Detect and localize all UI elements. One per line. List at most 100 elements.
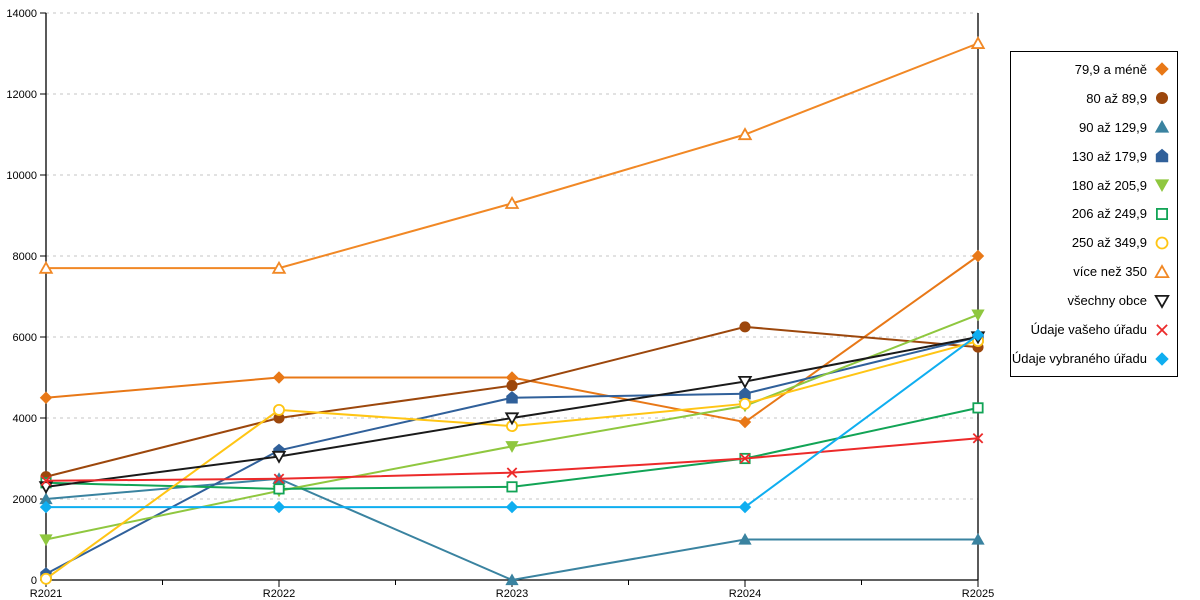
y-axis-label: 12000 bbox=[6, 89, 37, 101]
legend-marker-icon bbox=[1155, 92, 1169, 105]
legend-label: více než 350 bbox=[1073, 264, 1147, 280]
data-point-marker bbox=[738, 415, 752, 429]
data-point-marker bbox=[1154, 120, 1170, 133]
legend-marker-icon bbox=[1155, 148, 1169, 163]
data-point-marker bbox=[971, 309, 985, 322]
x-axis-label: R2023 bbox=[496, 588, 528, 600]
legend-item: 180 až 205,9 bbox=[1015, 171, 1171, 199]
legend-label: Údaje vašeho úřadu bbox=[1030, 322, 1147, 338]
data-point-marker bbox=[505, 500, 519, 514]
data-point-marker bbox=[273, 483, 285, 495]
legend-item: 130 až 179,9 bbox=[1015, 142, 1171, 170]
data-point-marker bbox=[273, 473, 285, 485]
y-axis-label: 0 bbox=[31, 575, 37, 587]
data-point-marker bbox=[1156, 323, 1168, 336]
legend-label: 79,9 a méně bbox=[1074, 61, 1147, 77]
data-point-marker bbox=[1155, 351, 1169, 366]
data-point-marker bbox=[739, 386, 751, 400]
legend-item: Údaje vybraného úřadu bbox=[1011, 345, 1171, 373]
data-point-marker bbox=[40, 572, 52, 585]
data-point-marker bbox=[739, 397, 751, 410]
data-point-marker bbox=[970, 36, 986, 49]
y-axis-label: 2000 bbox=[13, 494, 37, 506]
legend-marker-icon bbox=[1155, 62, 1169, 77]
data-point-marker bbox=[505, 441, 519, 453]
chart-legend: 79,9 a méně 80 až 89,9 90 až 129,9 130 až 1… bbox=[1010, 51, 1178, 377]
data-point-marker bbox=[272, 371, 286, 384]
legend-label: 80 až 89,9 bbox=[1086, 90, 1147, 106]
data-point-marker bbox=[40, 475, 52, 487]
data-point-marker bbox=[1154, 263, 1170, 278]
y-axis-label: 10000 bbox=[6, 170, 37, 182]
x-axis-label: R2022 bbox=[263, 588, 295, 600]
data-point-marker bbox=[504, 196, 520, 209]
series-line bbox=[46, 42, 979, 270]
data-point-marker bbox=[39, 500, 53, 514]
data-point-marker bbox=[1154, 294, 1170, 309]
data-point-marker bbox=[972, 402, 984, 414]
data-point-marker bbox=[39, 534, 53, 547]
y-axis-label: 14000 bbox=[6, 8, 37, 20]
x-axis-label: R2021 bbox=[30, 588, 62, 600]
data-point-marker bbox=[506, 391, 518, 404]
data-point-marker bbox=[738, 532, 752, 545]
data-point-marker bbox=[1155, 92, 1169, 105]
legend-marker-icon bbox=[1154, 263, 1170, 278]
legend-label: 206 až 249,9 bbox=[1071, 206, 1147, 222]
legend-marker-icon bbox=[1156, 323, 1168, 336]
data-point-marker bbox=[506, 467, 518, 478]
series-line bbox=[45, 477, 978, 582]
legend-label: 250 až 349,9 bbox=[1071, 235, 1147, 251]
legend-item: Údaje vašeho úřadu bbox=[1015, 316, 1171, 344]
data-point-marker bbox=[1155, 62, 1169, 77]
legend-label: všechny obce bbox=[1067, 293, 1148, 309]
data-point-marker bbox=[1154, 179, 1170, 193]
data-point-marker bbox=[738, 500, 752, 514]
legend-label: Údaje vybraného úřadu bbox=[1011, 351, 1147, 367]
data-point-marker bbox=[971, 328, 985, 342]
data-point-marker bbox=[971, 532, 985, 545]
data-point-marker bbox=[972, 432, 984, 444]
legend-marker-icon bbox=[1154, 120, 1170, 133]
data-point-marker bbox=[271, 260, 287, 274]
data-point-marker bbox=[739, 453, 751, 464]
legend-item: 206 až 249,9 bbox=[1015, 200, 1171, 228]
data-point-marker bbox=[504, 412, 520, 426]
data-point-marker bbox=[737, 375, 753, 389]
legend-item: 79,9 a méně bbox=[1015, 55, 1171, 83]
data-point-marker bbox=[739, 321, 751, 333]
legend-item: 250 až 349,9 bbox=[1015, 229, 1171, 257]
legend-label: 90 až 129,9 bbox=[1079, 119, 1147, 135]
legend-marker-icon bbox=[1154, 179, 1170, 193]
x-axis-label: R2025 bbox=[962, 588, 994, 600]
y-axis-label: 8000 bbox=[13, 251, 37, 263]
data-point-marker bbox=[272, 500, 286, 514]
data-point-marker bbox=[273, 403, 285, 416]
legend-marker-icon bbox=[1155, 236, 1169, 250]
data-point-marker bbox=[1156, 207, 1168, 220]
legend-label: 130 až 179,9 bbox=[1071, 148, 1147, 164]
data-point-marker bbox=[737, 127, 753, 141]
y-axis-label: 4000 bbox=[13, 413, 37, 425]
legend-marker-icon bbox=[1155, 351, 1169, 366]
legend-label: 180 až 205,9 bbox=[1071, 177, 1147, 193]
data-point-marker bbox=[505, 573, 519, 586]
data-point-marker bbox=[1155, 148, 1169, 163]
legend-item: 80 až 89,9 bbox=[1015, 84, 1171, 112]
legend-marker-icon bbox=[1156, 207, 1168, 220]
y-axis-label: 6000 bbox=[13, 332, 37, 344]
data-point-marker bbox=[39, 391, 53, 404]
legend-item: 90 až 129,9 bbox=[1015, 113, 1171, 141]
series-line bbox=[45, 336, 979, 488]
data-point-marker bbox=[271, 450, 287, 464]
data-point-marker bbox=[506, 380, 518, 392]
data-point-marker bbox=[971, 249, 985, 263]
data-point-marker bbox=[38, 260, 54, 274]
x-axis-label: R2024 bbox=[729, 588, 761, 600]
data-point-marker bbox=[506, 481, 518, 493]
legend-marker-icon bbox=[1154, 294, 1170, 309]
legend-item: všechny obce bbox=[1015, 287, 1171, 315]
data-point-marker bbox=[1155, 236, 1169, 250]
